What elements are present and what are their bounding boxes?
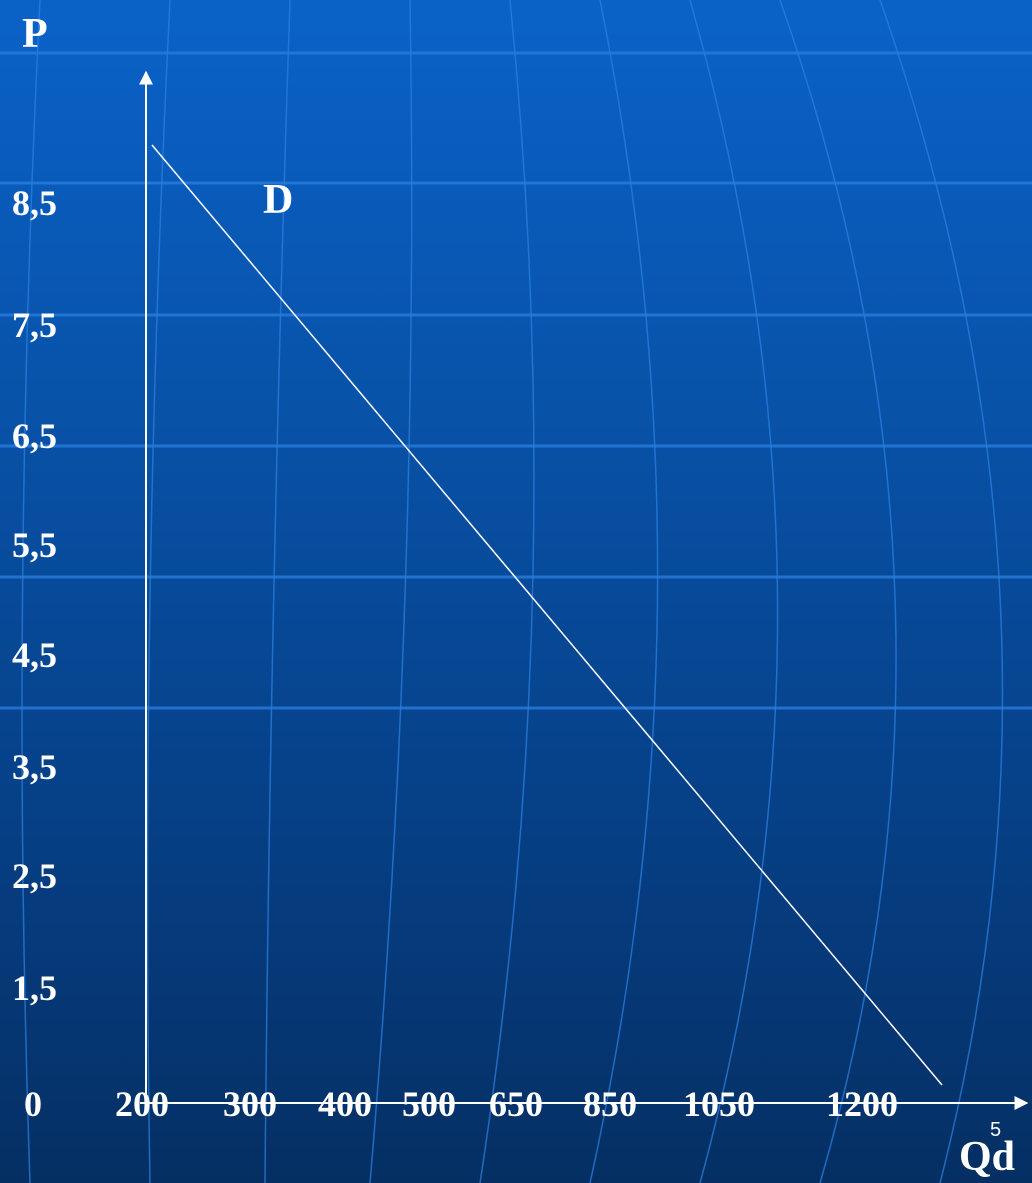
x-tick-label: 1050 bbox=[683, 1084, 755, 1124]
y-tick-label: 5,5 bbox=[12, 525, 57, 565]
y-tick-label: 8,5 bbox=[12, 183, 57, 223]
y-tick-labels: 8,5 7,5 6,5 5,5 4,5 3,5 2,5 1,5 bbox=[12, 183, 57, 1008]
y-tick-label: 2,5 bbox=[12, 856, 57, 896]
x-tick-labels: 200 300 400 500 650 850 1050 1200 bbox=[115, 1084, 898, 1124]
x-axis-label: Qd bbox=[959, 1134, 1015, 1180]
y-tick-label: 3,5 bbox=[12, 747, 57, 787]
bg-grid-curve bbox=[879, 0, 1004, 1183]
y-tick-label: 1,5 bbox=[12, 968, 57, 1008]
slide-number: 5 bbox=[990, 1119, 1001, 1141]
x-tick-label: 850 bbox=[583, 1084, 637, 1124]
x-tick-label: 400 bbox=[318, 1084, 372, 1124]
y-tick-label: 6,5 bbox=[12, 416, 57, 456]
demand-curve-line bbox=[151, 144, 943, 1086]
y-axis-label: P bbox=[22, 11, 48, 57]
x-tick-label: 650 bbox=[489, 1084, 543, 1124]
y-tick-label: 4,5 bbox=[12, 635, 57, 675]
bg-grid-curve bbox=[369, 0, 413, 1183]
bg-grid-curve bbox=[21, 0, 41, 1183]
x-tick-label: 200 bbox=[115, 1084, 169, 1124]
bg-grid-curve bbox=[589, 0, 659, 1183]
bg-grid-curve bbox=[779, 0, 897, 1183]
origin-label: 0 bbox=[24, 1084, 42, 1124]
y-tick-label: 7,5 bbox=[12, 305, 57, 345]
bg-grid-curve bbox=[479, 0, 535, 1183]
bg-grid-curve bbox=[264, 0, 291, 1183]
x-tick-label: 500 bbox=[402, 1084, 456, 1124]
bg-grid-curve bbox=[689, 0, 779, 1183]
bg-grid-curve bbox=[146, 0, 171, 1183]
x-tick-label: 1200 bbox=[826, 1084, 898, 1124]
x-tick-label: 300 bbox=[223, 1084, 277, 1124]
demand-curve-label: D bbox=[263, 177, 293, 223]
